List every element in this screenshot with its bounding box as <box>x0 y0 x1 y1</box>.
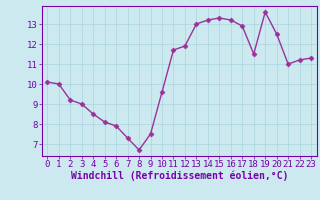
X-axis label: Windchill (Refroidissement éolien,°C): Windchill (Refroidissement éolien,°C) <box>70 171 288 181</box>
